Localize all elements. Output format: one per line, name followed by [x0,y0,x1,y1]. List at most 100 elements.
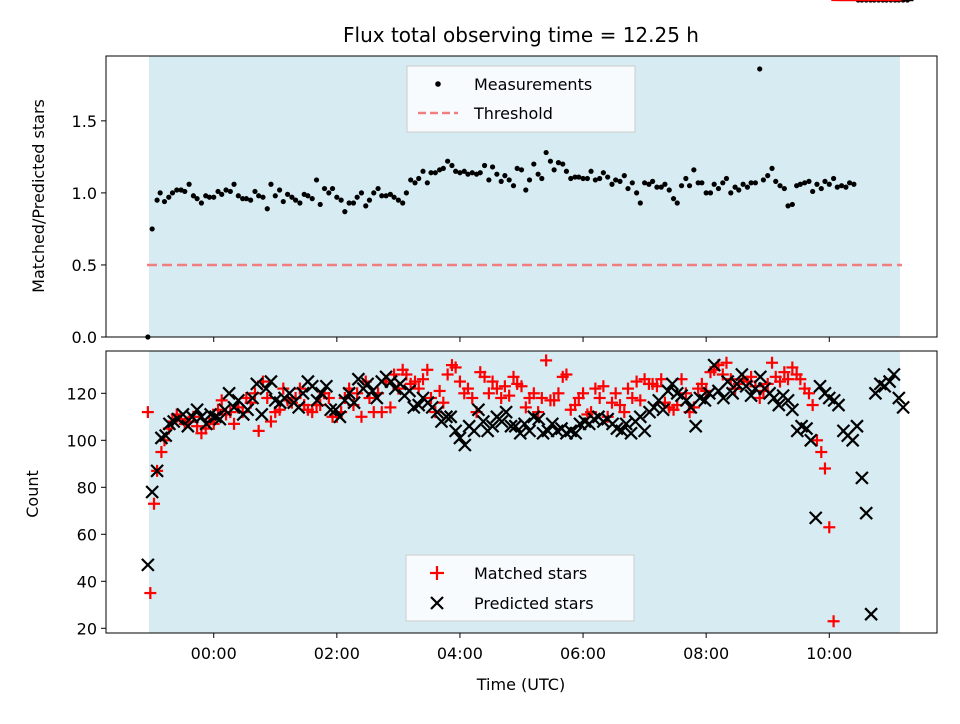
predicted-star-point [808,511,823,525]
legend-predicted-label: Predicted stars [474,594,594,613]
matched-star-point [478,370,491,383]
top-ylabel: Matched/Predicted stars [29,99,48,293]
predicted-star-point [531,412,546,426]
predicted-star-point [517,417,532,431]
measurement-point [678,183,685,189]
measurement-point [350,200,357,206]
predicted-star-point [158,428,173,443]
predicted-star-point [716,391,731,405]
measurement-point [338,197,344,203]
predicted-star-point [393,377,408,391]
measurement-point [190,193,197,199]
predicted-star-point [896,400,910,415]
measurement-point [387,191,393,197]
measurement-point [231,181,237,187]
measurement-point [785,203,791,209]
measurement-point [481,162,488,169]
measurement-point [334,194,340,200]
measurement-point [469,170,475,176]
predicted-star-point [402,384,417,398]
predicted-star-point [781,393,795,408]
measurement-point [457,170,463,176]
matched-star-point [589,382,602,395]
measurement-point [736,187,742,193]
measurement-point [235,193,241,199]
matched-star-point [141,406,154,419]
predicted-star-point [744,388,758,403]
measurement-point [510,183,517,189]
measurement-point [379,193,385,199]
measurement-point [182,188,188,195]
measurement-point [597,175,603,182]
bottom-ytick-label: 80 [77,478,97,497]
measurement-point [592,177,598,183]
measurement-point [740,181,746,187]
measurement-point [543,149,549,156]
matched-star-point [261,392,274,404]
measurement-point [691,167,697,173]
matched-star-point [482,387,495,400]
measurement-point [420,168,426,174]
measurement-point [654,184,660,190]
measurement-point [174,187,180,193]
matched-star-point [421,363,434,376]
predicted-star-point [845,433,860,448]
measurement-point [634,190,640,196]
predicted-star-point [443,410,458,424]
matched-star-point [621,382,634,395]
measurement-point [843,184,849,190]
top-ytick-label: 1.0 [72,184,97,203]
measurement-point [198,200,205,206]
predicted-star-point [314,386,329,401]
measurement-point [822,178,828,184]
predicted-star-point [259,381,273,396]
measurement-point [428,170,434,176]
matched-star-point [802,387,815,400]
measurement-point [219,191,225,197]
matched-star-point [503,389,516,402]
matched-star-point [519,401,532,414]
measurement-point [572,174,578,180]
predicted-star-point [227,400,241,415]
measurement-point [748,180,754,186]
matched-star-point [527,387,540,400]
matched-star-point [630,375,643,388]
measurement-point [773,178,779,184]
measurement-point [395,197,401,203]
matched-star-point [786,361,799,374]
measurement-point [584,175,590,182]
measurement-point [617,178,623,184]
measurement-point [498,178,504,184]
measurement-point [371,190,377,196]
matched-star-point [774,375,787,388]
measurement-point [256,193,262,199]
measurement-point [408,177,414,183]
measurement-point [272,193,278,199]
measurement-point [366,197,373,203]
bottom-xlabel: Time (UTC) [476,675,565,694]
measurement-point [703,190,709,196]
measurement-point [526,177,533,183]
predicted-star-point [656,402,670,417]
matched-star-point [679,387,692,400]
predicted-star-point [665,377,680,391]
top-ytick-label: 0.0 [72,328,97,347]
measurement-point [707,190,714,196]
predicted-star-point [245,391,260,405]
measurement-point [658,184,664,190]
matched-star-point [569,399,582,412]
matched-star-point [507,370,520,383]
measurement-point [715,185,722,192]
measurement-point [580,175,586,182]
measurement-point [248,197,254,203]
predicted-star-point [735,367,749,382]
measurement-point [777,183,783,189]
matched-star-point [716,368,729,381]
matched-star-point [552,387,565,400]
legend-predicted-marker [430,596,444,610]
measurement-point [297,200,303,206]
measurement-point [486,177,492,183]
measurement-point [157,190,163,196]
measurement-point [797,181,803,187]
measurement-point [757,66,763,72]
